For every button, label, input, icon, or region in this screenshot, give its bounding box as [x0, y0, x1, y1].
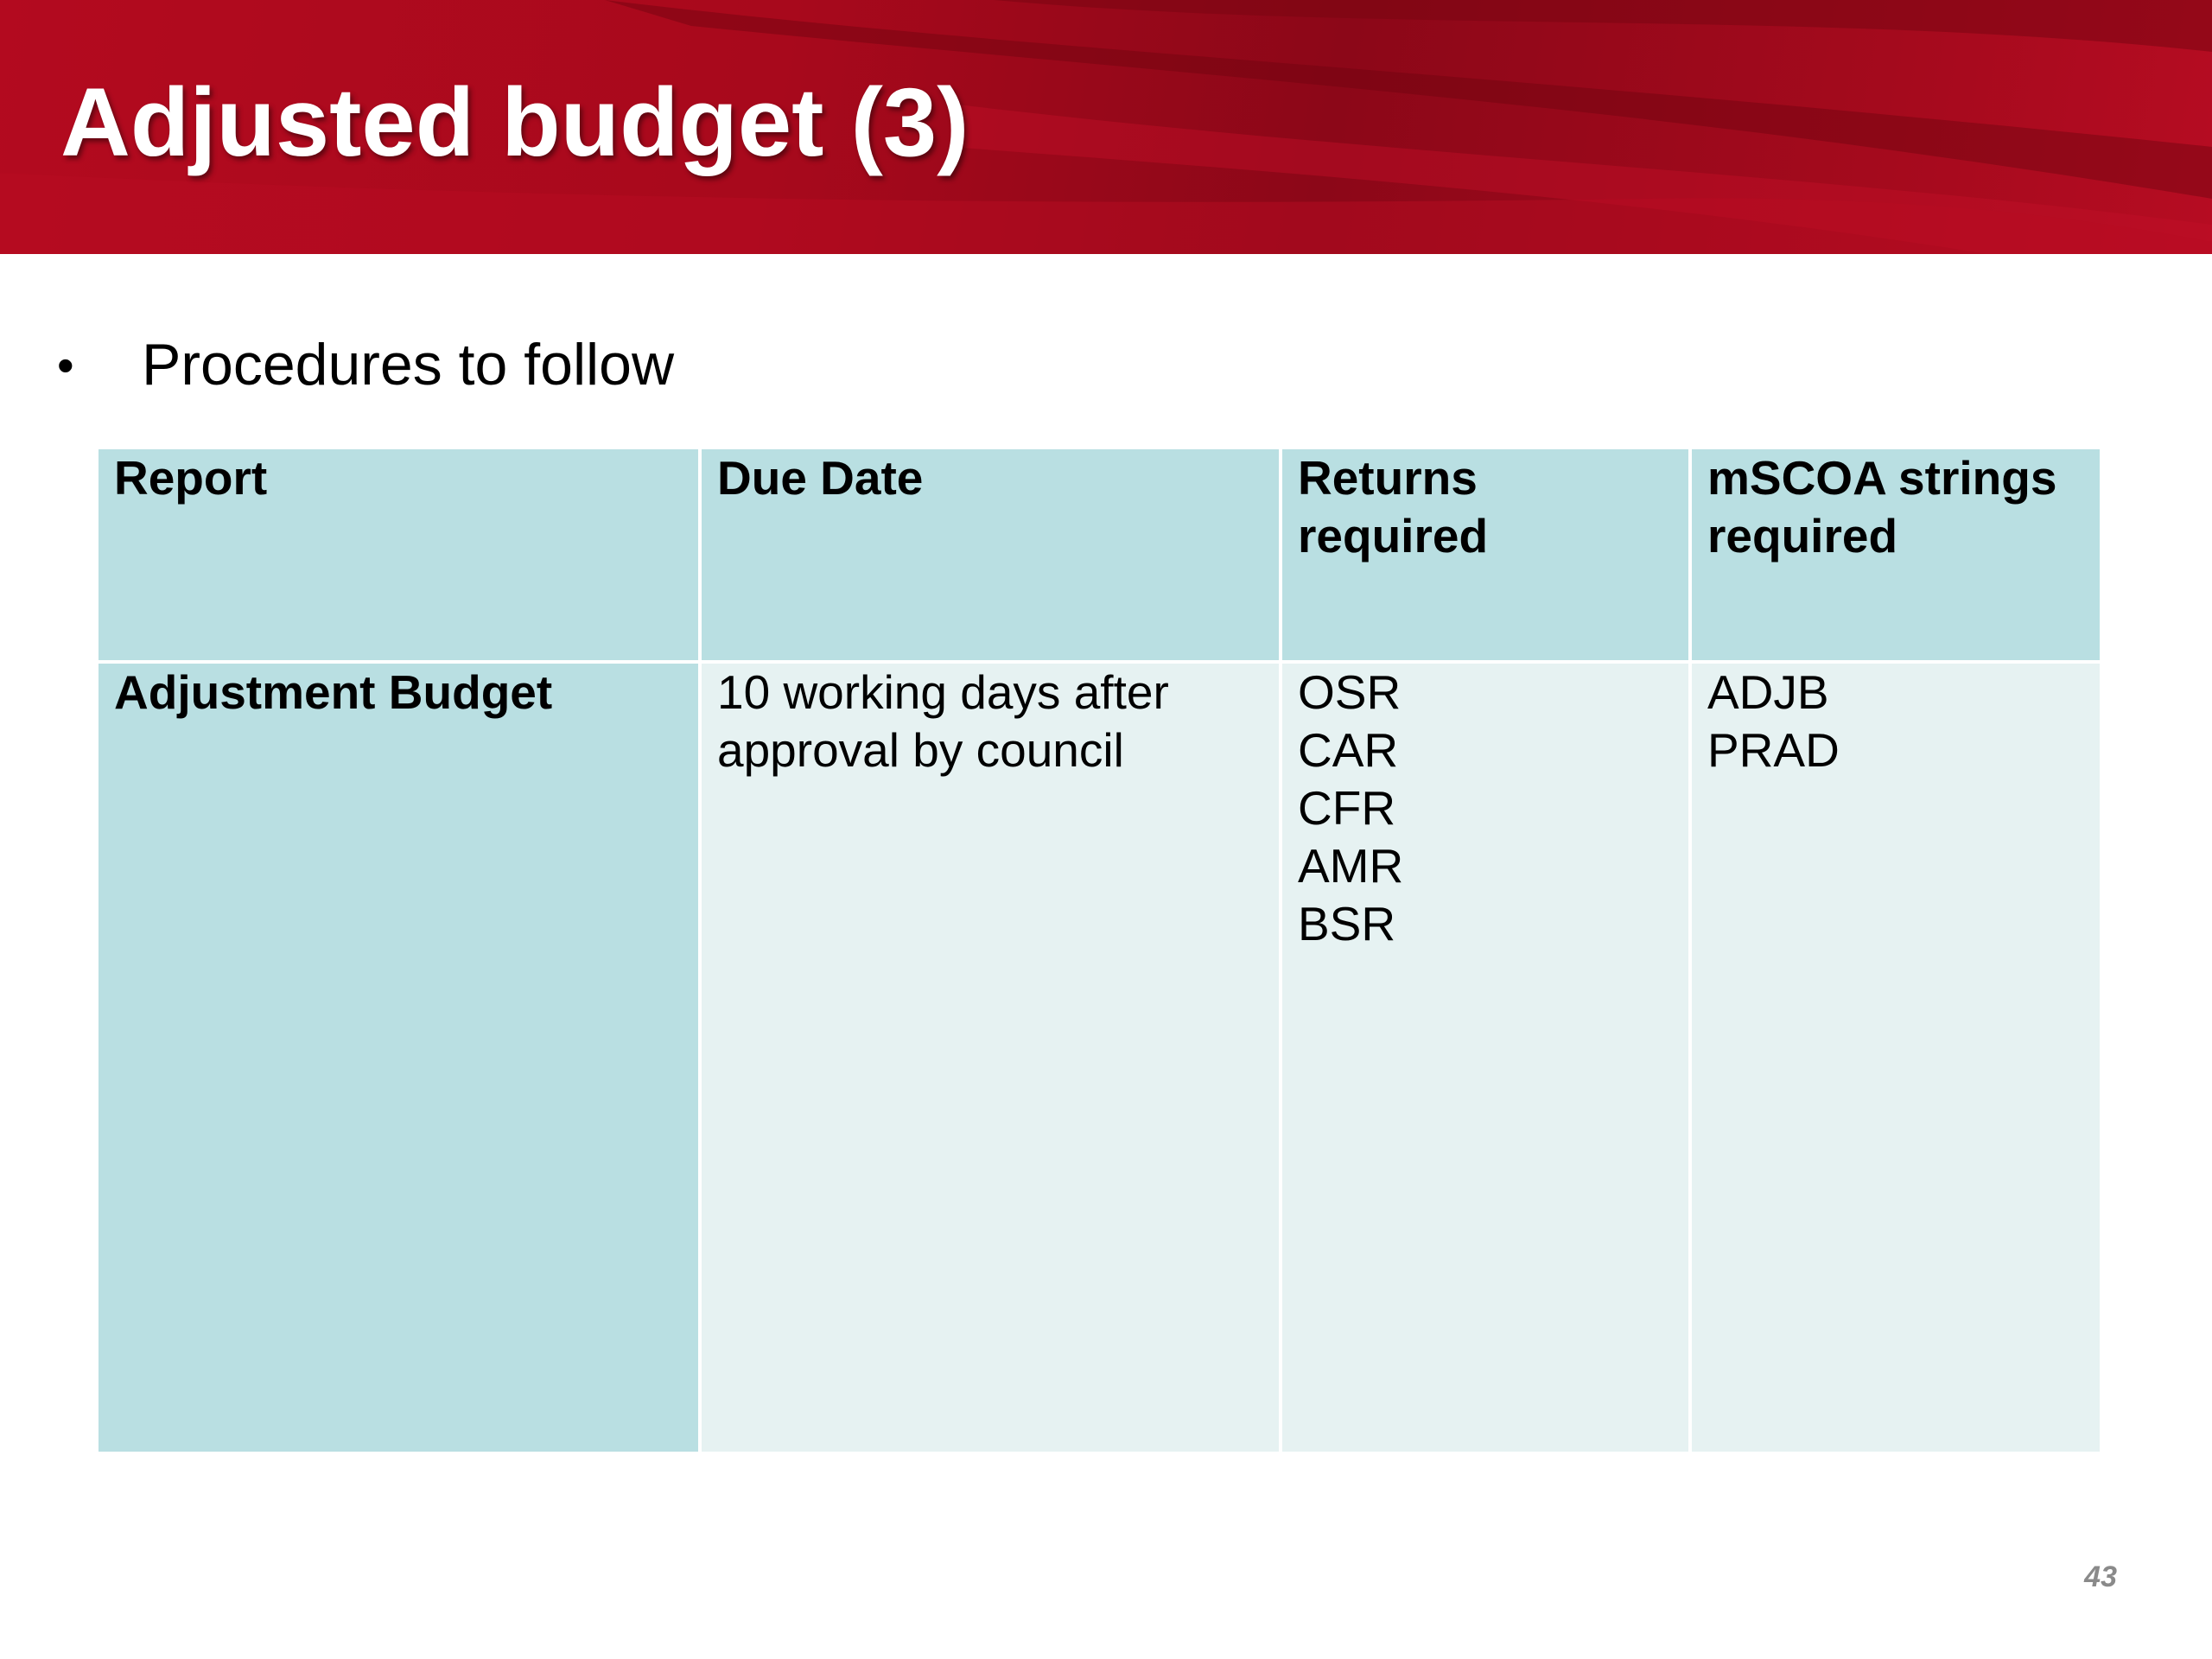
mscoa-string-item: PRAD [1707, 723, 1840, 777]
cell-returns: OSR CAR CFR AMR BSR [1279, 660, 1692, 1455]
table-row: Adjustment Budget 10 working days after … [95, 660, 2103, 1455]
return-item: CFR [1298, 781, 1396, 835]
cell-due-date: 10 working days after approval by counci… [698, 660, 1282, 1455]
header-swoosh-graphic [0, 0, 2212, 254]
cell-report: Adjustment Budget [95, 660, 702, 1455]
table-header-row: Report Due Date Returns required mSCOA s… [95, 446, 2103, 664]
column-header-mscoa-strings: mSCOA strings required [1688, 446, 2103, 664]
mscoa-string-item: ADJB [1707, 665, 1829, 719]
slide-title: Adjusted budget (3) [60, 68, 969, 176]
column-header-returns-required: Returns required [1279, 446, 1692, 664]
procedures-table: Report Due Date Returns required mSCOA s… [95, 446, 2103, 1455]
return-item: CAR [1298, 723, 1399, 777]
bullet-dot-icon: • [57, 337, 74, 392]
return-item: BSR [1298, 897, 1396, 950]
column-header-report: Report [95, 446, 702, 664]
page-number: 43 [2084, 1560, 2117, 1593]
bullet-item: • Procedures to follow [57, 321, 674, 408]
column-header-due-date: Due Date [698, 446, 1282, 664]
cell-mscoa-strings: ADJB PRAD [1688, 660, 2103, 1455]
return-item: OSR [1298, 665, 1402, 719]
return-item: AMR [1298, 839, 1404, 893]
header-band: Adjusted budget (3) [0, 0, 2212, 254]
bullet-text: Procedures to follow [142, 332, 675, 397]
